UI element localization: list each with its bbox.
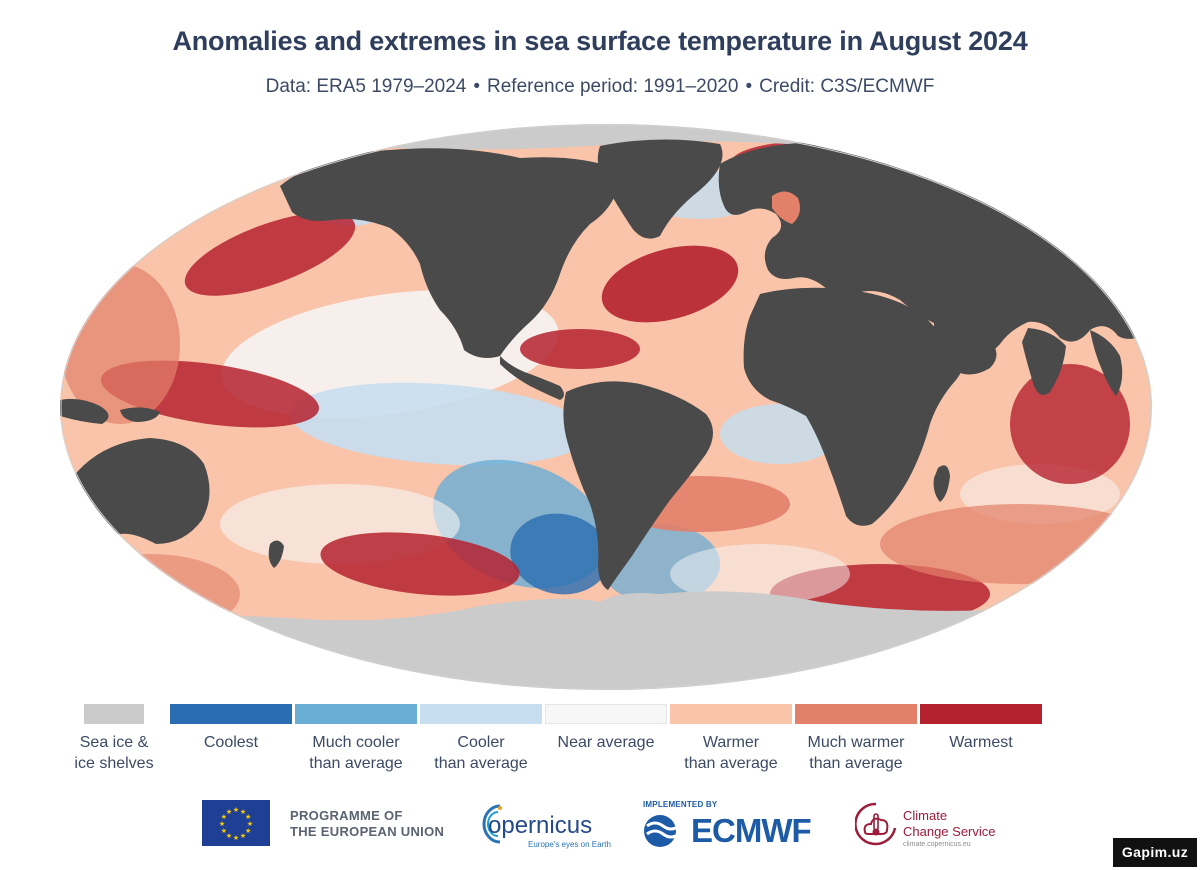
legend-item-much-cooler: Much cooler than average bbox=[295, 704, 417, 774]
copernicus-logo: opernicus Europe's eyes on Earth bbox=[474, 798, 614, 852]
anomaly-patch bbox=[184, 212, 356, 296]
indian-subcontinent-landmass bbox=[1022, 328, 1066, 395]
madagascar-landmass bbox=[933, 465, 950, 502]
subtitle-separator: • bbox=[745, 76, 753, 97]
page-subtitle: Data: ERA5 1979–2024 • Reference period: 1… bbox=[0, 76, 1200, 98]
arabian-peninsula-landmass bbox=[934, 318, 997, 375]
eu-star: ★ bbox=[221, 813, 227, 821]
baltic-sea-gap bbox=[772, 191, 800, 224]
legend-item-coolest: Coolest bbox=[170, 704, 292, 753]
eu-star: ★ bbox=[245, 827, 251, 835]
legend-swatch bbox=[420, 704, 542, 724]
legend-label: Much warmer than average bbox=[807, 734, 905, 772]
legend-label: Near average bbox=[557, 734, 655, 751]
indonesia-landmass bbox=[60, 398, 160, 424]
greenland-landmass bbox=[597, 139, 723, 239]
page-title: Anomalies and extremes in sea surface te… bbox=[172, 26, 1028, 56]
legend-label: Cooler than average bbox=[434, 734, 528, 772]
legend-swatch bbox=[545, 704, 667, 724]
central-america-landmass bbox=[500, 356, 564, 400]
eu-star: ★ bbox=[245, 813, 251, 821]
subtitle-reference-period: Reference period: 1991–2020 bbox=[487, 76, 739, 97]
australia-landmass bbox=[71, 438, 210, 544]
eu-programme-text: PROGRAMME OF THE EUROPEAN UNION bbox=[290, 808, 445, 839]
thermometer-cloud-icon bbox=[855, 802, 897, 846]
eu-star: ★ bbox=[219, 820, 225, 828]
eu-star: ★ bbox=[247, 820, 253, 828]
legend-swatch bbox=[295, 704, 417, 724]
legend: Sea ice & ice shelves Coolest Much cooler… bbox=[0, 704, 1200, 784]
eu-star: ★ bbox=[226, 832, 232, 840]
legend-swatch bbox=[670, 704, 792, 724]
copernicus-tagline: Europe's eyes on Earth bbox=[528, 840, 611, 849]
north-america-landmass bbox=[280, 148, 620, 358]
anomaly-patch bbox=[320, 532, 520, 596]
subtitle-separator: • bbox=[473, 76, 481, 97]
legend-label: Warmest bbox=[949, 734, 1013, 751]
legend-swatch bbox=[795, 704, 917, 724]
legend-label: Warmer than average bbox=[684, 734, 778, 772]
c3s-wordmark: Climate Change Service bbox=[903, 808, 996, 839]
eu-star: ★ bbox=[240, 832, 246, 840]
eu-flag-icon: ★ ★ ★ ★ ★ ★ ★ ★ ★ ★ ★ ★ bbox=[202, 800, 270, 846]
south-america-landmass bbox=[563, 381, 713, 590]
legend-label: Sea ice & ice shelves bbox=[74, 734, 154, 772]
copernicus-wordmark: opernicus bbox=[488, 812, 593, 839]
southeast-asia-landmass bbox=[1090, 330, 1123, 396]
eu-star: ★ bbox=[240, 808, 246, 816]
subtitle-credit: Credit: C3S/ECMWF bbox=[759, 76, 935, 97]
eu-star: ★ bbox=[226, 808, 232, 816]
anomaly-patch bbox=[510, 513, 610, 595]
anomaly-patch bbox=[290, 382, 590, 466]
c3s-logo: Climate Change Service climate.copernicus… bbox=[855, 798, 1025, 852]
legend-swatch bbox=[920, 704, 1042, 724]
anomaly-patch bbox=[601, 245, 739, 323]
eu-star: ★ bbox=[233, 834, 239, 842]
ecmwf-wordmark: ECMWF bbox=[691, 812, 812, 849]
new-zealand-landmass bbox=[268, 540, 284, 568]
subtitle-data-source: Data: ERA5 1979–2024 bbox=[265, 76, 467, 97]
globe-outline bbox=[60, 124, 1152, 690]
eu-star: ★ bbox=[221, 827, 227, 835]
legend-item-much-warmer: Much warmer than average bbox=[795, 704, 917, 774]
legend-swatch bbox=[170, 704, 292, 724]
legend-item-warmest: Warmest bbox=[920, 704, 1042, 753]
partner-logos: ★ ★ ★ ★ ★ ★ ★ ★ ★ ★ ★ ★ PROGRAMME OF THE EUROPEAN UN… bbox=[0, 796, 1200, 856]
legend-label: Coolest bbox=[203, 734, 259, 751]
anomaly-patch bbox=[880, 504, 1152, 584]
ecmwf-wave-icon bbox=[644, 815, 680, 847]
legend-item-warmer: Warmer than average bbox=[670, 704, 792, 774]
legend-item-sea-ice: Sea ice & ice shelves bbox=[74, 704, 154, 774]
legend-label: Much cooler than average bbox=[309, 734, 403, 772]
anomaly-patch bbox=[670, 544, 850, 604]
c3s-url: climate.copernicus.eu bbox=[903, 841, 971, 848]
sst-anomaly-map bbox=[60, 124, 1152, 690]
legend-swatch bbox=[84, 704, 144, 724]
watermark: Gapim.uz bbox=[1113, 838, 1197, 867]
anomaly-patch bbox=[60, 554, 240, 634]
africa-landmass bbox=[743, 287, 965, 526]
legend-item-cooler: Cooler than average bbox=[420, 704, 542, 774]
world-map bbox=[60, 124, 1152, 690]
japan-landmass bbox=[60, 243, 84, 290]
copernicus-swirl-icon bbox=[482, 804, 502, 844]
implemented-by-label: IMPLEMENTED BY bbox=[643, 800, 718, 809]
legend-item-near-average: Near average bbox=[545, 704, 667, 753]
anomaly-patch bbox=[520, 329, 640, 369]
eu-star: ★ bbox=[233, 806, 239, 814]
ecmwf-logo: IMPLEMENTED BY ECMWF bbox=[643, 798, 833, 852]
